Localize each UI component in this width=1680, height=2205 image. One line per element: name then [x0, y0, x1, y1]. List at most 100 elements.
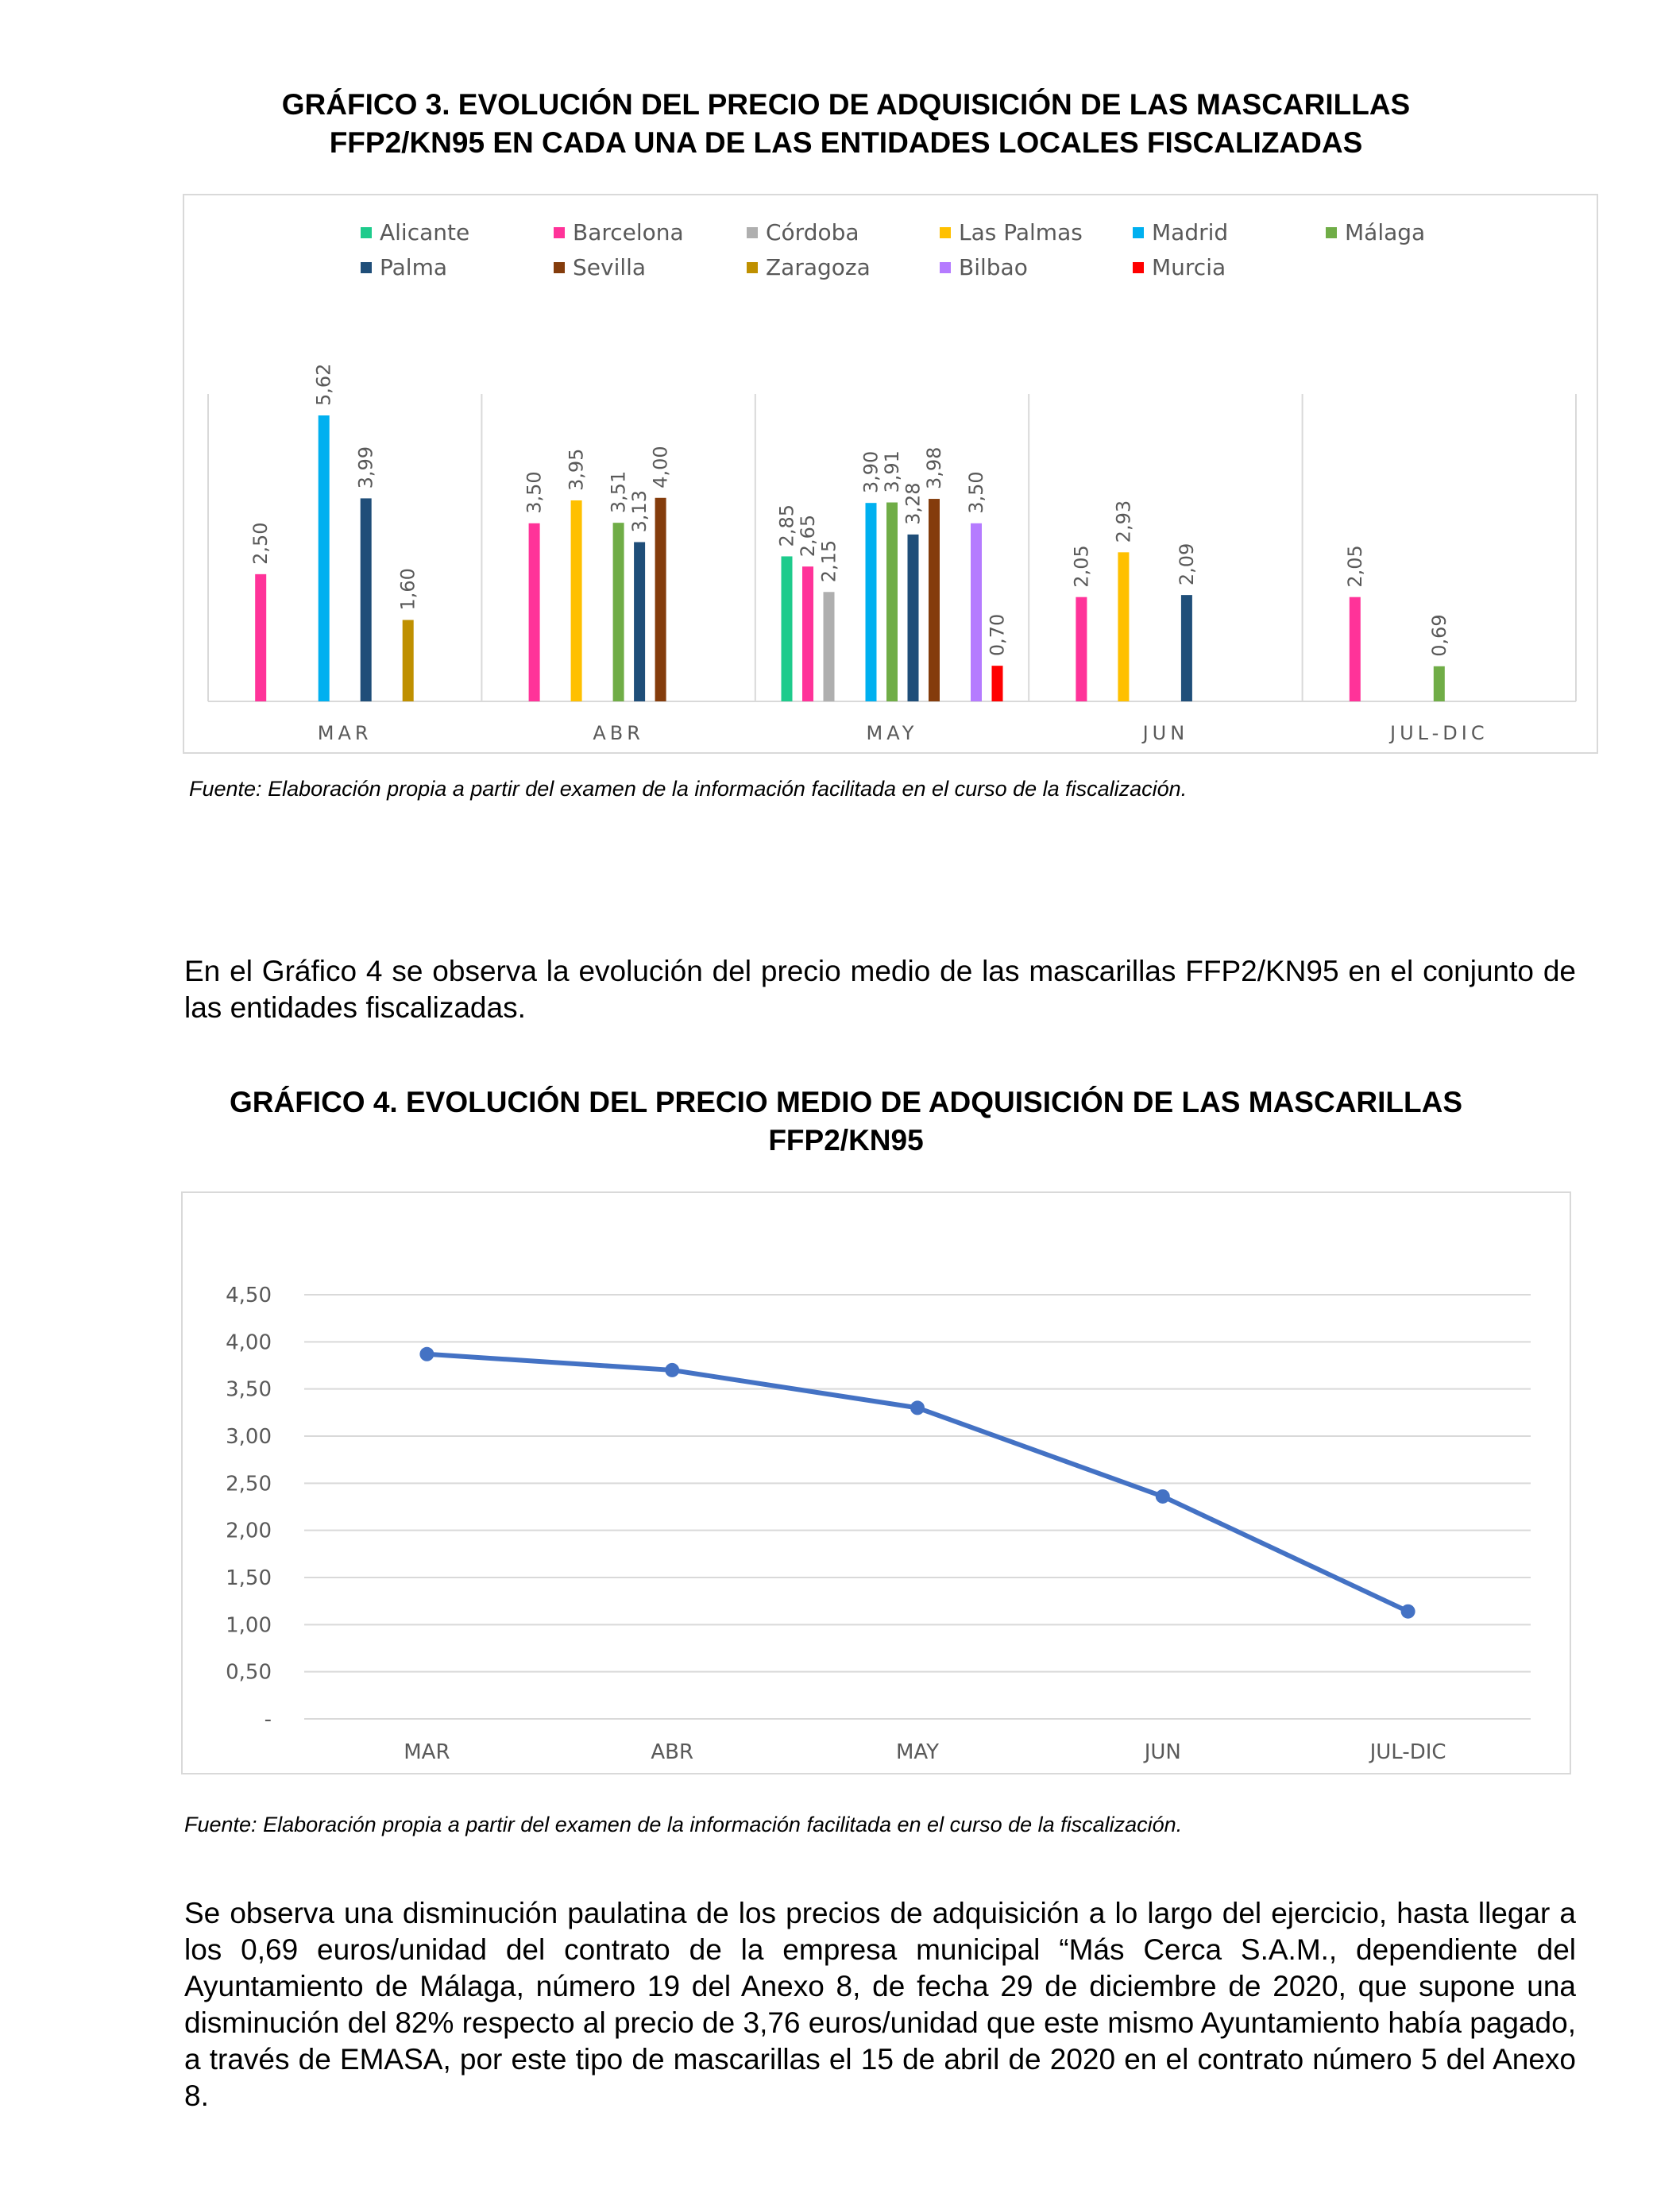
chart4-y-tick-label: 2,00 — [226, 1520, 272, 1543]
chart4-x-tick-label-abr: ABR — [651, 1740, 693, 1764]
chart3-source-text: Elaboración propia a partir del examen d… — [261, 777, 1188, 801]
chart4-title: GRÁFICO 4. EVOLUCIÓN DEL PRECIO MEDIO DE… — [159, 1083, 1533, 1160]
chart3-legend-label-sevilla: Sevilla — [573, 254, 646, 280]
chart3-data-label-alicante-may: 2,85 — [776, 504, 798, 546]
chart3-category-label-may: MAY — [867, 722, 918, 744]
chart3-data-label-las-palmas-jun: 2,93 — [1112, 500, 1134, 543]
chart3-bar-madrid-may — [865, 503, 877, 701]
chart3-data-label-malaga-may: 3,91 — [881, 450, 903, 492]
intro-paragraph: En el Gráfico 4 se observa la evolución … — [184, 955, 1576, 1024]
chart4-source-label: Fuente: — [184, 1813, 257, 1836]
chart3-data-label-barcelona-abr: 3,50 — [523, 471, 546, 513]
chart4-y-tick-label: 1,00 — [226, 1613, 272, 1637]
chart4-y-tick-label: 2,50 — [226, 1472, 272, 1496]
chart3-bar-murcia-may — [991, 666, 1003, 701]
chart3-bar-las-palmas-jun — [1118, 552, 1130, 701]
closing-paragraph: Se observa una disminución paulatina de … — [184, 1897, 1576, 2112]
chart3-data-label-barcelona-jul-dic: 2,05 — [1344, 545, 1366, 587]
chart4-y-tick-label: 1,50 — [226, 1566, 272, 1590]
chart3-data-label-barcelona-jun: 2,05 — [1070, 545, 1092, 587]
chart3-bar-barcelona-mar — [255, 573, 267, 701]
chart3-data-label-sevilla-may: 3,98 — [923, 447, 945, 489]
chart4-title-line1: GRÁFICO 4. EVOLUCIÓN DEL PRECIO MEDIO DE… — [229, 1086, 1463, 1118]
chart3-data-label-palma-jun: 2,09 — [1176, 543, 1198, 585]
chart3-data-label-bilbao-may: 3,50 — [965, 471, 987, 513]
chart3-legend-swatch-sevilla — [554, 262, 565, 273]
chart4-svg: - 0,50 1,00 1,50 2,00 2,50 3,00 3,50 4,00 4,50 MAR… — [226, 1284, 1531, 1764]
chart3-bar-cordoba-may — [823, 592, 835, 701]
chart4-source-text: Elaboración propia a partir del examen d… — [257, 1813, 1183, 1836]
chart3-data-label-madrid-mar: 5,62 — [313, 364, 335, 406]
chart4-source: Fuente: Elaboración propia a partir del … — [184, 1813, 1182, 1837]
chart4-y-tick-label: 3,00 — [226, 1425, 272, 1449]
chart3-legend-label-palma: Palma — [380, 254, 447, 280]
chart4-point-may — [910, 1400, 925, 1415]
chart3-legend-swatch-palma — [361, 262, 372, 273]
chart3-bar-palma-jun — [1180, 595, 1192, 701]
chart3-source-label: Fuente: — [189, 777, 262, 801]
chart3-frame: MAR ABR MAY JUN JUL-DIC 2,50 5,62 3,99 1,60 3,50 3… — [183, 194, 1598, 754]
chart3-legend-swatch-las-palmas — [940, 227, 951, 238]
chart3-category-label-jun: JUN — [1141, 722, 1189, 744]
chart3-legend-swatch-malaga — [1326, 227, 1337, 238]
chart4-point-jun — [1155, 1489, 1170, 1504]
chart3-bar-palma-mar — [360, 498, 372, 701]
chart4-y-tick-label: 3,50 — [226, 1378, 272, 1402]
chart3-data-label-las-palmas-abr: 3,95 — [566, 449, 588, 491]
chart3-legend-swatch-alicante — [361, 227, 372, 238]
chart4-y-tick-label: 4,50 — [226, 1284, 272, 1307]
chart3-legend-swatch-barcelona — [554, 227, 565, 238]
chart4-point-abr — [665, 1362, 680, 1377]
chart4-y-tick-label: - — [265, 1708, 272, 1732]
chart3-data-label-barcelona-mar: 2,50 — [249, 522, 272, 564]
chart3-legend-label-madrid: Madrid — [1152, 219, 1228, 245]
chart3-bar-alicante-may — [781, 556, 793, 701]
chart3-legend-swatch-murcia — [1133, 262, 1144, 273]
chart3-bar-zaragoza-mar — [402, 620, 414, 701]
chart3-svg: MAR ABR MAY JUN JUL-DIC 2,50 5,62 3,99 1,60 3,50 3… — [207, 219, 1577, 744]
chart3-category-label-abr: ABR — [593, 722, 644, 744]
chart4-x-tick-label-mar: MAR — [404, 1740, 450, 1764]
chart4-title-line2: FFP2/KN95 — [768, 1124, 924, 1157]
chart3-data-label-barcelona-may: 2,65 — [797, 515, 819, 557]
chart3-legend-label-zaragoza: Zaragoza — [766, 254, 871, 280]
chart3-data-label-murcia-may: 0,70 — [987, 614, 1009, 656]
chart4-x-tick-label-may: MAY — [896, 1740, 939, 1764]
chart3-data-label-palma-abr: 3,13 — [628, 490, 651, 532]
chart4-frame: - 0,50 1,00 1,50 2,00 2,50 3,00 3,50 4,00 4,50 MAR… — [181, 1191, 1571, 1774]
chart3-category-label-jul-dic: JUL-DIC — [1388, 722, 1489, 744]
chart3-bar-las-palmas-abr — [570, 500, 582, 701]
chart3-legend-swatch-bilbao — [940, 262, 951, 273]
chart3-bar-barcelona-jul-dic — [1349, 597, 1361, 701]
chart3-data-label-cordoba-may: 2,15 — [818, 540, 840, 582]
chart3-legend-label-malaga: Málaga — [1345, 219, 1425, 245]
chart3-data-label-palma-mar: 3,99 — [355, 446, 377, 488]
chart3-legend-swatch-madrid — [1133, 227, 1144, 238]
chart3-title: GRÁFICO 3. EVOLUCIÓN DEL PRECIO DE ADQUI… — [159, 86, 1533, 162]
chart3-title-line2: FFP2/KN95 EN CADA UNA DE LAS ENTIDADES L… — [329, 126, 1363, 159]
chart3-data-label-zaragoza-mar: 1,60 — [397, 568, 419, 610]
chart3-legend-label-barcelona: Barcelona — [573, 219, 684, 245]
chart3-category-label-mar: MAR — [318, 722, 373, 744]
chart4-y-tick-label: 0,50 — [226, 1661, 272, 1685]
chart4-point-jul-dic — [1400, 1604, 1415, 1619]
chart3-bar-palma-abr — [634, 542, 646, 701]
chart3-data-label-palma-may: 3,28 — [902, 482, 925, 524]
chart3-legend-label-murcia: Murcia — [1152, 254, 1226, 280]
chart4-x-tick-label-jun: JUN — [1143, 1740, 1181, 1764]
chart3-bar-malaga-jul-dic — [1433, 666, 1445, 701]
chart4-x-tick-label-jul-dic: JUL-DIC — [1369, 1740, 1446, 1764]
chart3-bar-malaga-abr — [612, 523, 624, 701]
chart3-bar-barcelona-jun — [1076, 597, 1087, 701]
chart3-legend-swatch-zaragoza — [747, 262, 758, 273]
chart3-bar-malaga-may — [886, 502, 898, 701]
chart4-point-mar — [419, 1346, 434, 1361]
chart3-bar-bilbao-may — [971, 523, 982, 701]
chart3-data-label-sevilla-abr: 4,00 — [650, 446, 672, 488]
chart3-legend-label-alicante: Alicante — [380, 219, 469, 245]
chart3-bar-palma-may — [907, 534, 919, 701]
chart3-legend-label-las-palmas: Las Palmas — [959, 219, 1083, 245]
chart3-source: Fuente: Elaboración propia a partir del … — [189, 777, 1187, 801]
chart3-bar-barcelona-may — [802, 566, 813, 701]
chart4-y-tick-label: 4,00 — [226, 1330, 272, 1354]
